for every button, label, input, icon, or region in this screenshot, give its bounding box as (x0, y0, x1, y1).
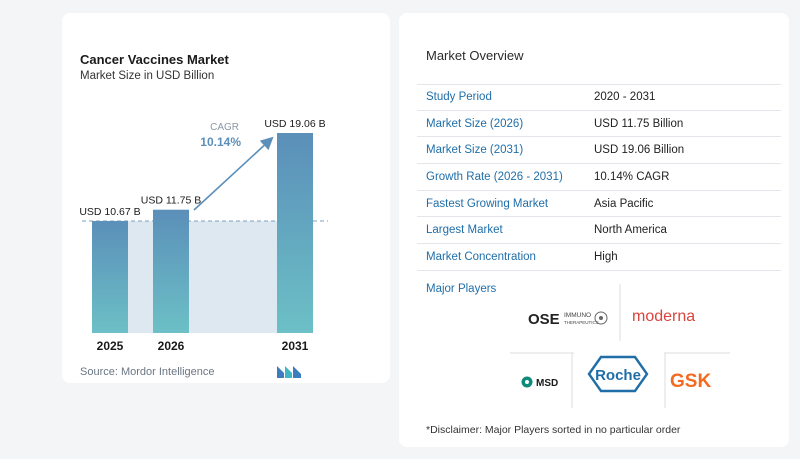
overview-value: Asia Pacific (594, 197, 654, 210)
mordor-logo-icon (277, 366, 301, 378)
overview-key: Market Concentration (426, 250, 536, 263)
major-players-label: Major Players (426, 283, 497, 295)
overview-value: High (594, 250, 618, 263)
cagr-value: 10.14% (200, 135, 241, 149)
bar-2031 (277, 133, 313, 333)
major-players-grid: OSE IMMUNO THERAPEUTICS moderna MSD Roch… (510, 284, 730, 408)
bar-2025 (92, 221, 128, 333)
ose-logo-text: OSE (528, 311, 560, 328)
overview-row: Market Size (2026) USD 11.75 Billion (417, 111, 781, 138)
overview-value: USD 19.06 Billion (594, 144, 685, 157)
overview-key: Fastest Growing Market (426, 197, 549, 210)
overview-row: Study Period 2020 - 2031 (417, 84, 781, 111)
overview-row: Largest Market North America (417, 217, 781, 245)
x-tick-2031: 2031 (282, 339, 309, 353)
ose-logo-sub2: THERAPEUTICS (564, 320, 599, 325)
overview-key: Market Size (2026) (426, 117, 524, 130)
moderna-logo-text: moderna (632, 308, 695, 325)
ose-logo: OSE IMMUNO THERAPEUTICS (528, 311, 608, 328)
x-tick-2025: 2025 (97, 339, 124, 353)
bar-chart: USD 10.67 B 2025 USD 11.75 B 2026 USD 19.06 … (79, 118, 328, 353)
roche-hexagon-icon (587, 355, 649, 393)
overview-value: North America (594, 224, 667, 237)
source-text: Source: Mordor Intelligence (80, 366, 215, 378)
overview-key: Study Period (426, 91, 492, 104)
gsk-logo-text: GSK (670, 371, 711, 392)
overview-row: Market Concentration High (417, 244, 781, 271)
cagr-label: CAGR (210, 122, 239, 133)
data-label-2025: USD 10.67 B (79, 206, 140, 218)
market-overview-table: Study Period 2020 - 2031 Market Size (20… (417, 84, 781, 271)
ose-logo-mark-icon (594, 311, 608, 325)
chart-subtitle: Market Size in USD Billion (80, 70, 215, 82)
data-label-2026: USD 11.75 B (141, 195, 202, 207)
x-tick-2026: 2026 (158, 339, 185, 353)
overview-value: 10.14% CAGR (594, 170, 670, 183)
msd-logo-text: MSD (536, 378, 558, 389)
msd-logo: MSD (521, 376, 558, 389)
overview-row: Growth Rate (2026 - 2031) 10.14% CAGR (417, 164, 781, 191)
data-label-2031: USD 19.06 B (264, 118, 325, 130)
disclaimer: *Disclaimer: Major Players sorted in no … (426, 424, 681, 436)
chart-title: Cancer Vaccines Market (80, 52, 229, 67)
overview-value: 2020 - 2031 (594, 91, 656, 104)
overview-key: Market Size (2031) (426, 144, 524, 157)
bar-2026 (153, 209, 189, 333)
overview-key: Growth Rate (2026 - 2031) (426, 170, 563, 183)
overview-row: Market Size (2031) USD 19.06 Billion (417, 137, 781, 165)
roche-logo-text: Roche (595, 367, 641, 384)
overview-key: Largest Market (426, 224, 503, 237)
ose-logo-sub1: IMMUNO (564, 312, 591, 319)
overview-value: USD 11.75 Billion (594, 117, 684, 130)
roche-logo: Roche (574, 341, 664, 408)
overview-row: Fastest Growing Market Asia Pacific (417, 191, 781, 218)
market-overview-title: Market Overview (426, 48, 524, 63)
cagr-arrow (193, 136, 274, 211)
